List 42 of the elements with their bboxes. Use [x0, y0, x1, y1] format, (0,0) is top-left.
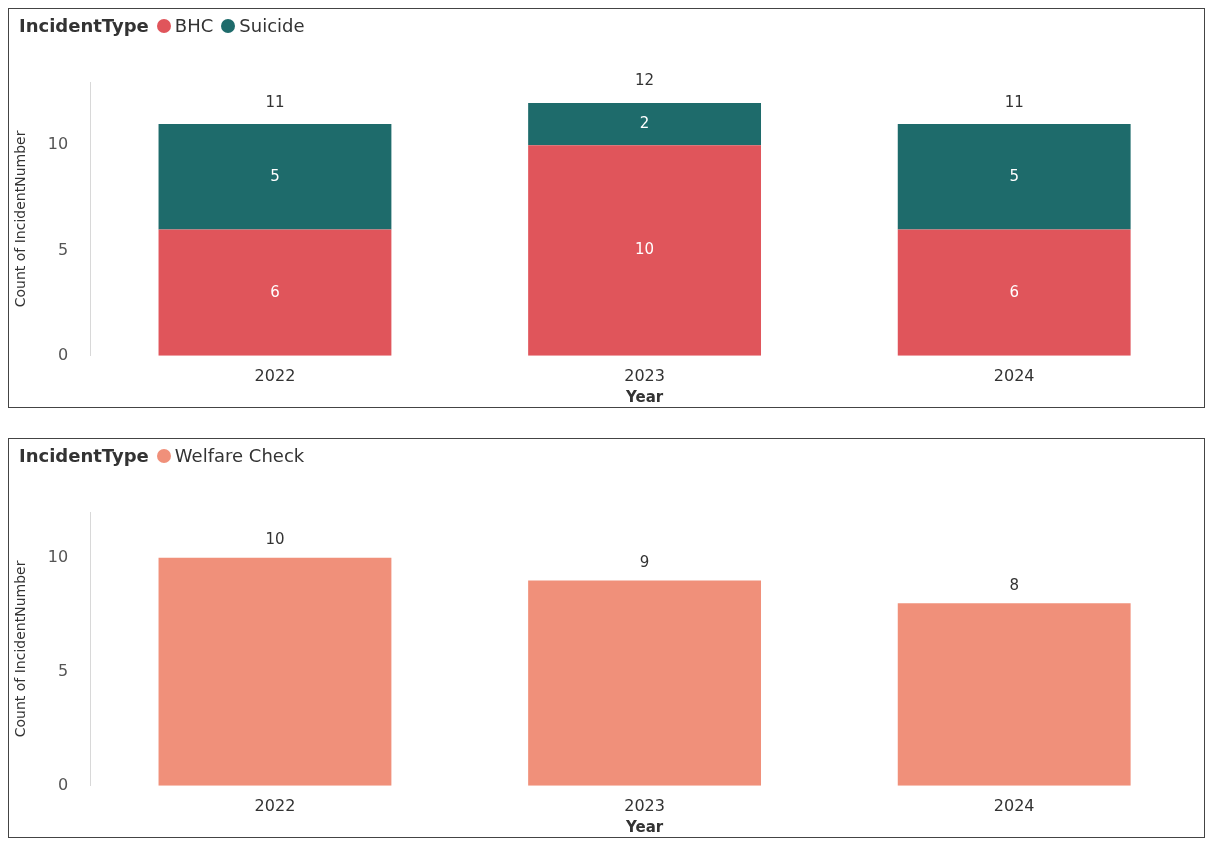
bar [528, 103, 762, 146]
data-label: 9 [639, 552, 650, 571]
data-label: 8 [1009, 575, 1019, 594]
bar [897, 603, 1131, 786]
x-tick-label: 2024 [993, 365, 1035, 385]
y-tick-label: 10 [47, 134, 69, 154]
bar [158, 557, 392, 786]
y-tick-label: 10 [47, 546, 69, 566]
bar [528, 580, 762, 786]
y-tick-label: 5 [57, 239, 69, 259]
legend-title: IncidentType [19, 15, 149, 36]
x-tick-label: 2024 [993, 795, 1035, 815]
y-axis-title: Count of IncidentNumber [12, 560, 29, 738]
x-tick-label: 2023 [624, 795, 665, 815]
data-label: 5 [1009, 166, 1019, 185]
x-tick-label: 2023 [624, 365, 665, 385]
y-axis-title: Count of IncidentNumber [12, 130, 29, 308]
x-axis-title: Year [624, 817, 664, 836]
data-label: 10 [265, 530, 285, 549]
y-tick-label: 5 [57, 660, 69, 680]
legend-label: Welfare Check [173, 445, 305, 466]
data-label: 10 [635, 240, 655, 259]
total-label: 11 [265, 92, 285, 111]
bar [158, 124, 392, 230]
bar [528, 145, 762, 356]
x-tick-label: 2022 [254, 795, 296, 815]
bar [158, 229, 392, 356]
data-label: 5 [270, 166, 280, 185]
x-tick-label: 2022 [254, 365, 296, 385]
data-label: 2 [639, 114, 650, 133]
data-label: 6 [1009, 282, 1019, 301]
total-label: 12 [635, 71, 655, 90]
bar [897, 229, 1131, 356]
legend-label: BHC [173, 15, 214, 36]
y-tick-label: 0 [57, 344, 69, 364]
x-axis-title: Year [624, 387, 664, 406]
legend-title: IncidentType [19, 445, 149, 466]
total-label: 11 [1004, 92, 1024, 111]
bar [897, 124, 1131, 230]
data-label: 6 [270, 282, 280, 301]
legend-label: Suicide [238, 15, 305, 36]
y-tick-label: 0 [57, 774, 69, 794]
